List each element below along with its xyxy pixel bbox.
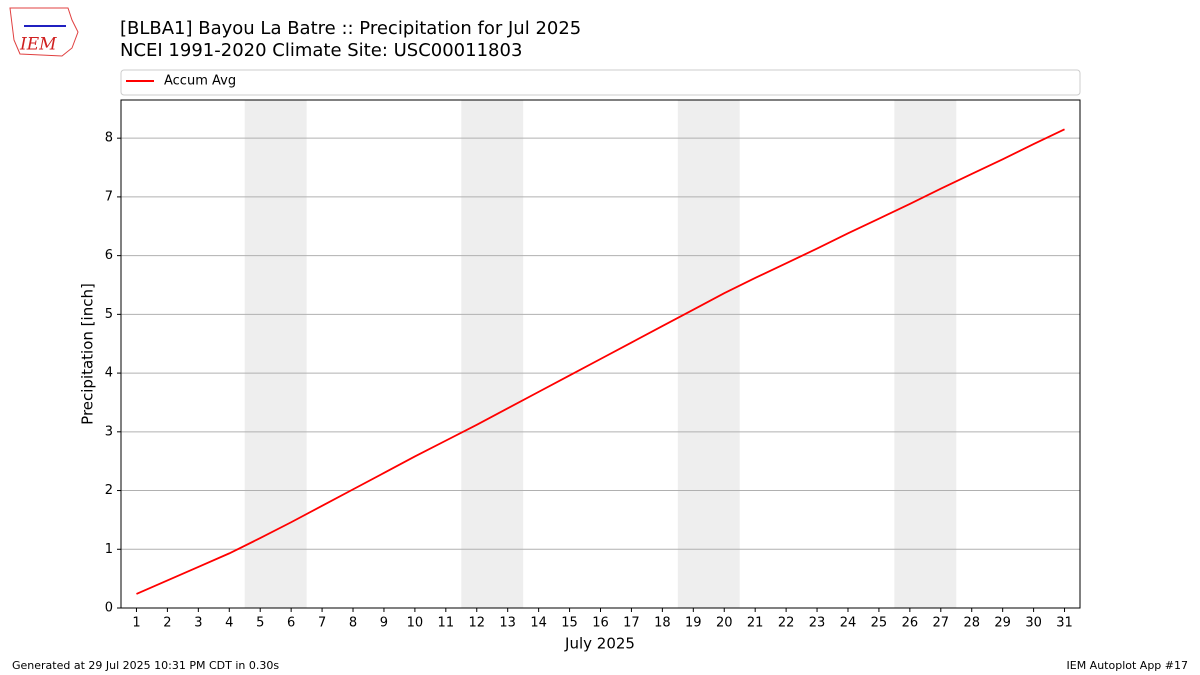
- weekend-band: [461, 100, 524, 608]
- x-axis-label: July 2025: [564, 635, 635, 653]
- footer-left: Generated at 29 Jul 2025 10:31 PM CDT in…: [12, 659, 279, 672]
- x-tick-label: 3: [194, 616, 202, 631]
- x-tick-label: 16: [592, 616, 609, 631]
- x-tick-label: 17: [623, 616, 640, 631]
- weekend-band: [894, 100, 957, 608]
- x-tick-label: 9: [380, 616, 388, 631]
- x-tick-label: 30: [1025, 616, 1042, 631]
- y-tick-label: 0: [105, 601, 113, 616]
- y-tick-label: 5: [105, 307, 113, 322]
- x-tick-label: 7: [318, 616, 326, 631]
- y-tick-label: 1: [105, 542, 113, 557]
- y-tick-label: 6: [105, 248, 113, 263]
- x-tick-label: 28: [963, 616, 980, 631]
- x-tick-label: 6: [287, 616, 295, 631]
- x-tick-label: 11: [438, 616, 455, 631]
- footer-right: IEM Autoplot App #17: [1067, 659, 1189, 672]
- x-tick-label: 20: [716, 616, 733, 631]
- x-tick-label: 21: [747, 616, 764, 631]
- logo-outline: [9, 7, 79, 57]
- plot-frame: [120, 99, 1081, 609]
- logo: IEM: [9, 7, 79, 57]
- y-tick-label: 3: [105, 424, 113, 439]
- chart-title: [BLBA1] Bayou La Batre :: Precipitation …: [120, 18, 581, 39]
- x-tick-label: 23: [809, 616, 826, 631]
- logo-text: IEM: [19, 35, 57, 55]
- y-tick-label: 8: [105, 131, 113, 146]
- legend-label: Accum Avg: [164, 74, 236, 89]
- x-tick-label: 4: [225, 616, 233, 631]
- y-tick-label: 2: [105, 483, 113, 498]
- x-tick-label: 27: [933, 616, 950, 631]
- y-axis-label: Precipitation [inch]: [79, 283, 97, 425]
- y-tick-label: 4: [105, 366, 113, 381]
- x-tick-label: 13: [499, 616, 516, 631]
- x-tick-label: 22: [778, 616, 795, 631]
- x-tick-label: 14: [530, 616, 547, 631]
- weekend-band: [244, 100, 307, 608]
- legend-box: [120, 69, 1081, 96]
- x-tick-label: 8: [349, 616, 357, 631]
- x-tick-label: 19: [685, 616, 702, 631]
- x-tick-label: 29: [994, 616, 1011, 631]
- x-tick-label: 25: [871, 616, 888, 631]
- x-tick-label: 26: [902, 616, 919, 631]
- y-tick-label: 7: [105, 189, 113, 204]
- x-tick-label: 1: [132, 616, 140, 631]
- chart-subtitle: NCEI 1991-2020 Climate Site: USC00011803: [120, 40, 522, 61]
- x-tick-label: 2: [163, 616, 171, 631]
- data-line: [136, 128, 1065, 595]
- x-tick-label: 18: [654, 616, 671, 631]
- weekend-band: [677, 100, 740, 608]
- x-tick-label: 24: [840, 616, 857, 631]
- x-tick-label: 12: [468, 616, 485, 631]
- x-tick-label: 5: [256, 616, 264, 631]
- x-tick-label: 10: [407, 616, 424, 631]
- x-tick-label: 15: [561, 616, 578, 631]
- x-tick-label: 31: [1056, 616, 1073, 631]
